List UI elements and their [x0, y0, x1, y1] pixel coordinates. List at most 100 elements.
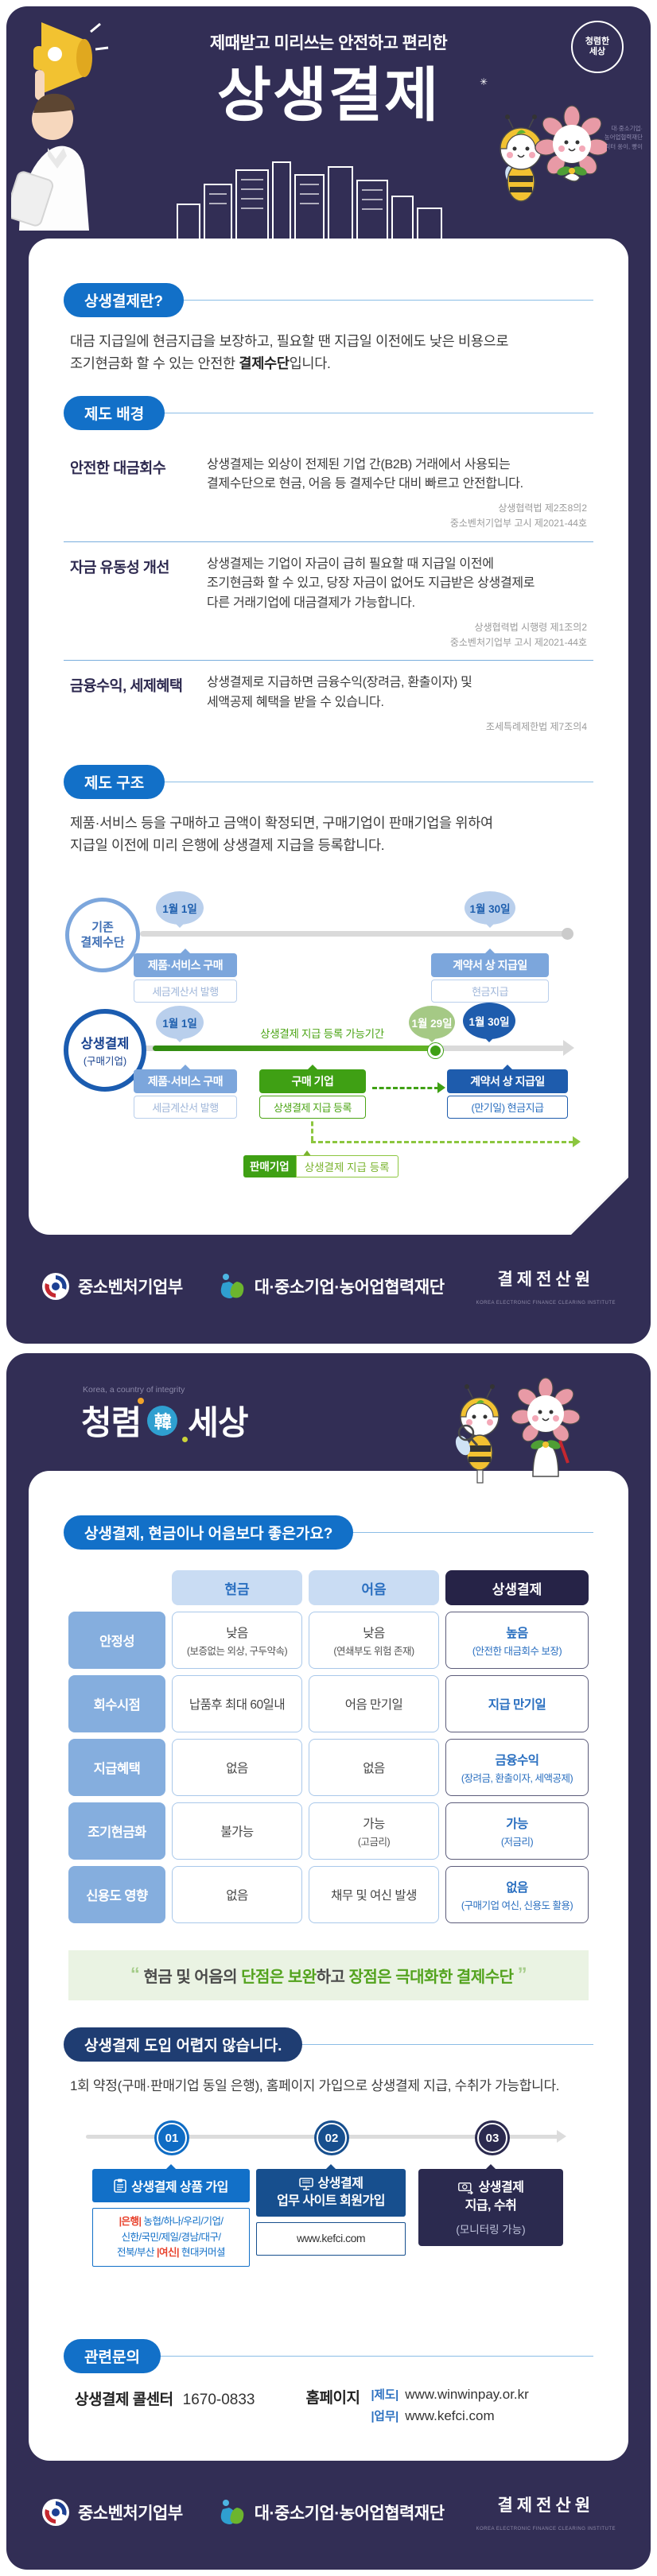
item-title: 자금 유동성 개선 [70, 558, 169, 576]
timeline2-label: 상생결제 (구매기업) [64, 1009, 146, 1092]
url-tag: |업무| [371, 2411, 399, 2424]
timeline1-axis [140, 931, 566, 937]
item-title: 안전한 대금회수 [70, 459, 166, 476]
timeline2-date-mid: 1월 29일 [409, 1006, 455, 1040]
box-title: 계약서 상 지급일 [431, 953, 549, 978]
org-kefci: 결제전산원 KOREA ELECTRONIC FINANCE CLEARING … [476, 2493, 616, 2531]
step-title-line2: 업무 사이트 회원가입 [277, 2194, 385, 2209]
mascots-bee-flower-icon [500, 105, 607, 202]
step-subtext: (모니터링 가능) [456, 2223, 526, 2236]
org-subtitle: KOREA ELECTRONIC FINANCE CLEARING INSTIT… [476, 1301, 616, 1306]
table-cell: 없음 [172, 1866, 302, 1924]
row-label: 조기현금화 [68, 1802, 165, 1860]
table-cell-winwin: 가능 (저금리) [445, 1802, 589, 1860]
intro-line1: 대금 지급일에 현금지급을 보장하고, 필요할 땐 지급일 이전에도 낮은 비용… [70, 333, 509, 349]
timeline1-date-end: 1월 30일 [465, 891, 515, 925]
box-sub: 상생결제 지급 등록 [259, 1096, 366, 1119]
registration-period-bar [153, 1046, 437, 1052]
row-label: 회수시점 [68, 1675, 165, 1733]
structure-paragraph: 제품·서비스 등을 구매하고 금액이 확정되면, 구매기업이 판매기업을 위하여… [70, 815, 493, 854]
timeline2-label-main: 상생결제 [80, 1037, 130, 1052]
timeline1-payday-box: 계약서 상 지급일 현금지급 [431, 953, 549, 1003]
item-desc: 상생결제는 기업이 자금이 급히 필요할 때 지급일 이전에 조기현금화 할 수… [207, 557, 535, 611]
comparison-table: 현금 어음 상생결제 안정성 낮음 (보증없는 외상, 구두약속) 낮음 (연쇄부도… [68, 1570, 589, 1924]
table-cell: 없음 [172, 1739, 302, 1797]
logo-dot-orange [138, 1398, 145, 1405]
background-item-tax-benefit: 금융수익, 세제혜택 상생결제로 지급하면 금융수익(장려금, 환출이자) 및 … [64, 660, 593, 744]
timeline1-date-start: 1월 1일 [156, 891, 204, 925]
page1-title: 상생결제 [216, 62, 441, 128]
poster-page-1: 제때받고 미리쓰는 안전하고 편리한 상생결제 청렴한 세상 대·중소기업· 농… [6, 6, 651, 1344]
item-legal-refs: 상생협력법 시행령 제1조의2 중소벤처기업부 고시 제2021-44호 [449, 622, 587, 649]
org-kofca: 대·중소기업·농어업협력재단 [215, 1272, 445, 1301]
table-cell-winwin: 없음 (구매기업 여신, 신용도 활용) [445, 1866, 589, 1924]
badge-rule [160, 2356, 593, 2357]
step-title-line1: 상생결제 [478, 2181, 524, 2195]
kefci-url[interactable]: www.kefci.com [296, 2232, 366, 2245]
section-badge-structure: 제도 구조 [64, 765, 165, 800]
timeline2-axis-arrow [563, 1040, 582, 1057]
background-item-liquidity: 자금 유동성 개선 상생결제는 기업이 자금이 급히 필요할 때 지급일 이전에… [64, 541, 593, 661]
col-header-winwin: 상생결제 [445, 1570, 589, 1606]
step-title-line2: 지급, 수취 [465, 2199, 517, 2213]
contact-info: 상생결제 콜센터 1670-0833 홈페이지 |제도| www.winwinp… [75, 2386, 582, 2424]
kefci-url[interactable]: www.kefci.com [405, 2408, 495, 2424]
page1-subtitle: 제때받고 미리쓰는 안전하고 편리한 [209, 34, 448, 52]
org-name: 중소벤처기업부 [77, 1278, 183, 1297]
box-sub: (만기일) 현금지급 [447, 1096, 568, 1119]
seller-register-badge: 판매기업 상생결제 지급 등록 [243, 1155, 398, 1178]
kofca-logo-icon [220, 2499, 244, 2524]
timeline2-label-sub: (구매기업) [83, 1056, 127, 1068]
logo-part2: 세상 [188, 1404, 248, 1442]
box-sub: 세금계산서 발행 [134, 980, 237, 1003]
poster-root: 제때받고 미리쓰는 안전하고 편리한 상생결제 청렴한 세상 대·중소기업· 농… [6, 6, 651, 2570]
table-cell: 가능 (고금리) [309, 1802, 439, 1860]
row-label: 신용도 영향 [68, 1866, 165, 1924]
seller-text: 상생결제 지급 등록 [295, 1155, 398, 1178]
logo-part1: 청렴 [81, 1404, 142, 1442]
box-title: 제품·서비스 구매 [134, 953, 237, 978]
col-header-bill: 어음 [309, 1570, 439, 1606]
winwinpay-url[interactable]: www.winwinpay.or.kr [405, 2387, 529, 2403]
poster-page-2: Korea, a country of integrity 청렴 韓 세상 [6, 1353, 651, 2570]
row-label: 지급혜택 [68, 1739, 165, 1797]
step1-product-signup: 상생결제 상품 가입 |은행| 농협/하나/우리/기업/ 신한/국민/제일/경남… [92, 2169, 250, 2268]
timeline1-purchase-box: 제품·서비스 구매 세금계산서 발행 [134, 953, 237, 1003]
monitor-icon [298, 2178, 313, 2190]
sparkle-icon: ✳ [479, 76, 488, 87]
section-badge-what-is: 상생결제란? [64, 283, 185, 317]
table-cell: 채무 및 여신 발생 [309, 1866, 439, 1924]
seller-tag: 판매기업 [243, 1155, 296, 1178]
box-title: 제품·서비스 구매 [134, 1069, 237, 1094]
mss-logo-icon [41, 1272, 69, 1300]
table-cell: 어음 만기일 [309, 1675, 439, 1733]
section-badge-background: 제도 배경 [64, 395, 165, 430]
registration-period-label: 상생결제 지급 등록 가능기간 [260, 1028, 384, 1041]
intro-line2-pre: 조기현금화 할 수 있는 안전한 [70, 355, 239, 372]
org-subtitle: KOREA ELECTRONIC FINANCE CLEARING INSTIT… [476, 2527, 616, 2532]
seller-pointer [302, 1146, 312, 1158]
section-badge-contact: 관련문의 [64, 2339, 161, 2374]
seller-dashed-vertical [311, 1114, 313, 1142]
step2-number: 02 [317, 2123, 347, 2154]
box-sub: 현금지급 [431, 980, 549, 1003]
clipboard-icon [114, 2178, 126, 2193]
box-sub: 세금계산서 발행 [134, 1096, 237, 1119]
intro-line2-post: 입니다. [289, 355, 331, 372]
section-badge-adopt: 상생결제 도입 어렵지 않습니다. [64, 2027, 303, 2062]
kofca-logo-icon [220, 1273, 244, 1298]
section-badge-compare: 상생결제, 현금이나 어음보다 좋은가요? [64, 1515, 354, 1550]
row-label: 안정성 [68, 1612, 165, 1670]
logo-han-circle: 韓 [147, 1405, 178, 1436]
buyer-to-payday-dashed-arrow [372, 1087, 439, 1090]
callcenter-number: 1670-0833 [182, 2392, 255, 2409]
step1-number: 01 [157, 2123, 187, 2154]
org-kofca: 대·중소기업·농어업협력재단 [215, 2498, 445, 2527]
timeline2-buyer-register-box: 구매 기업 상생결제 지급 등록 [259, 1069, 366, 1119]
integrity-stamp-icon: 청렴한 세상 [571, 21, 624, 73]
callcenter: 상생결제 콜센터 1670-0833 [75, 2386, 255, 2409]
logo-dot-yellow [182, 1437, 189, 1443]
org-name: 중소벤처기업부 [77, 2504, 183, 2523]
col-header-cash: 현금 [172, 1570, 302, 1606]
summary-quote: “ 현금 및 어음의 단점은 보완하고 장점은 극대화한 결제수단 ” [68, 1950, 589, 2001]
